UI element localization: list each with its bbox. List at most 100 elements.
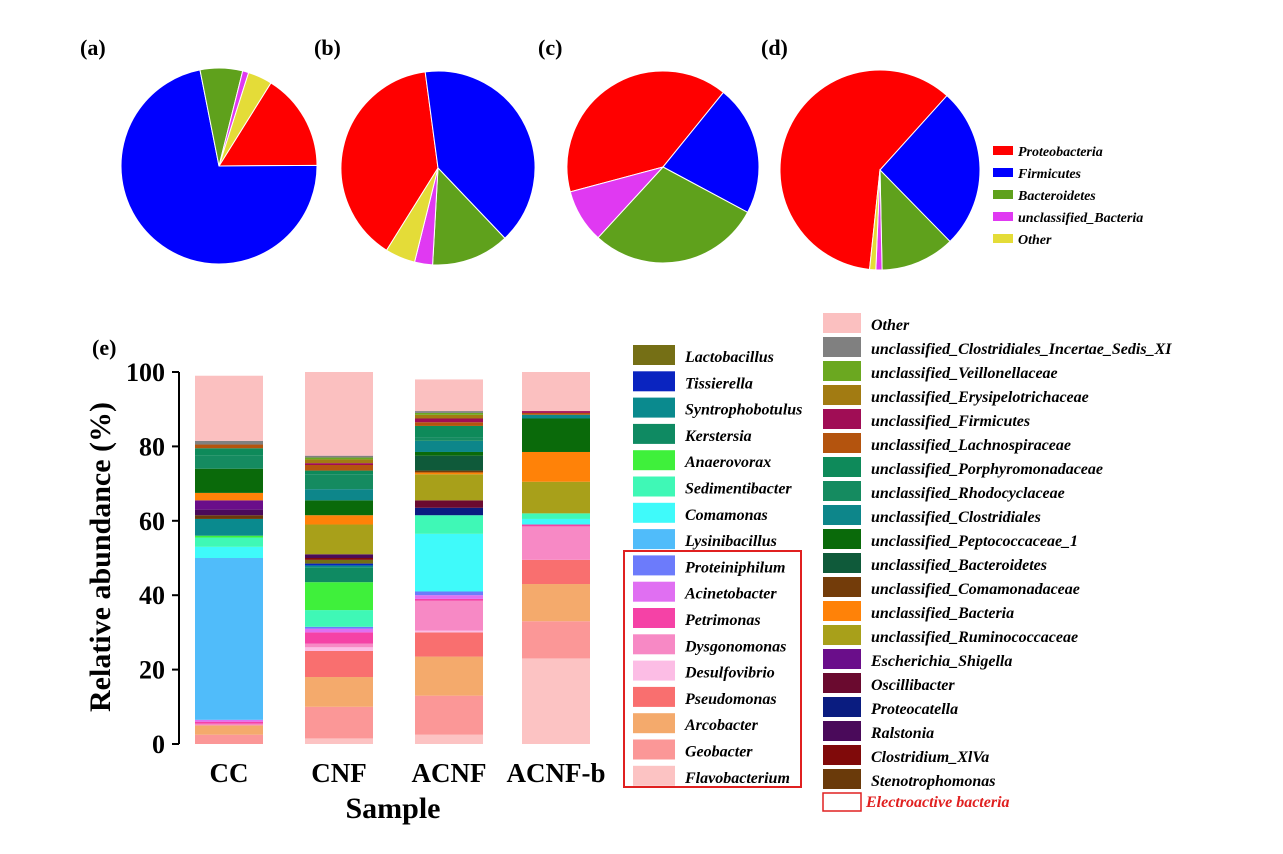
bar-legend-label: Pseudomonas bbox=[684, 691, 777, 708]
pie-chart-a bbox=[120, 67, 318, 265]
bar-legend-swatch bbox=[823, 721, 861, 741]
bar-segment-pseudomonas bbox=[522, 559, 590, 585]
pie-slice-firmicutes bbox=[120, 69, 318, 265]
bar-segment-lactobacillus bbox=[305, 559, 373, 564]
bar-stack-acnf bbox=[415, 379, 483, 744]
bar-legend-swatch bbox=[633, 371, 675, 392]
pie-slice-bacteroidetes bbox=[597, 166, 749, 264]
bar-segment-unclassified-bacteria bbox=[195, 492, 263, 501]
electroactive-legend-label: Electroactive bacteria bbox=[865, 794, 1010, 811]
bar-legend-swatch bbox=[633, 555, 675, 576]
bar-legend-swatch bbox=[633, 423, 675, 444]
pie-legend-swatch bbox=[993, 234, 1013, 243]
panel-label-c: (c) bbox=[538, 35, 562, 60]
pie-slice-unclassified-bacteria bbox=[569, 166, 665, 239]
bar-segment-desulfovibrio bbox=[305, 647, 373, 651]
bar-segment-acinetobacter bbox=[415, 595, 483, 599]
pie-chart-c bbox=[566, 70, 760, 264]
bar-segment-comamonas bbox=[522, 518, 590, 525]
bar-segment-other bbox=[522, 372, 590, 412]
bar-legend-label: Proteocatella bbox=[870, 701, 958, 718]
bar-stack-acnf-b bbox=[522, 372, 590, 744]
bar-segment-arcobacter bbox=[522, 584, 590, 622]
bar-legend-swatch bbox=[823, 361, 861, 381]
bar-segment-dysgonomonas bbox=[415, 600, 483, 631]
bar-segment-tissierella bbox=[305, 563, 373, 566]
bar-legend-swatch bbox=[633, 529, 675, 550]
bar-legend-label: unclassified_Ruminococcaceae bbox=[871, 629, 1078, 646]
bar-legend-label: unclassified_Firmicutes bbox=[871, 413, 1030, 430]
bar-segment-unclassified-clostridiales-incertae-sedis-xi bbox=[305, 455, 373, 458]
bar-segment-unclassified-bacteroidetes bbox=[415, 455, 483, 471]
bar-segment-unclassified-ruminococcaceae bbox=[305, 524, 373, 555]
bar-segment-petrimonas bbox=[305, 632, 373, 644]
bar-legend-label: unclassified_Porphyromonadaceae bbox=[871, 461, 1103, 478]
pie-legend-swatch bbox=[993, 168, 1013, 177]
bar-segment-sedimentibacter bbox=[305, 610, 373, 627]
panel-label-a: (a) bbox=[80, 35, 106, 60]
bar-legend-swatch bbox=[823, 337, 861, 357]
bar-legend-label: Clostridium_XlVa bbox=[871, 749, 989, 766]
pie-slice-firmicutes bbox=[879, 94, 981, 243]
bar-legend-swatch bbox=[633, 713, 675, 734]
bar-segment-petrimonas bbox=[415, 598, 483, 601]
bar-segment-ralstonia bbox=[305, 554, 373, 558]
x-tick-label: ACNF bbox=[412, 758, 487, 788]
pie-slice-other bbox=[218, 71, 272, 167]
pie-legend-swatch bbox=[993, 146, 1013, 155]
x-tick-label: ACNF-b bbox=[507, 758, 606, 788]
bar-legend-label: unclassified_Peptococcaceae_1 bbox=[871, 533, 1078, 550]
bar-segment-stenotrophomonas bbox=[195, 515, 263, 519]
bar-segment-proteiniphilum bbox=[305, 626, 373, 629]
bar-segment-unclassified-rhodocyclaceae bbox=[195, 455, 263, 469]
bar-segment-comamonas bbox=[195, 546, 263, 558]
bar-segment-escherichia-shigella bbox=[195, 500, 263, 510]
bar-segment-sedimentibacter bbox=[415, 515, 483, 534]
bar-segment-unclassified-erysipelotrichaceae bbox=[415, 414, 483, 419]
bar-segment-geobacter bbox=[305, 706, 373, 739]
pie-slice-proteobacteria bbox=[340, 71, 439, 251]
bar-segment-proteocatella bbox=[415, 507, 483, 516]
bar-legend-swatch bbox=[823, 649, 861, 669]
bar-legend-label: Flavobacterium bbox=[684, 770, 790, 787]
pie-chart-d bbox=[779, 69, 981, 271]
bar-segment-sedimentibacter bbox=[195, 537, 263, 547]
bar-segment-flavobacterium bbox=[415, 734, 483, 744]
bar-legend-swatch bbox=[823, 529, 861, 549]
bar-legend-swatch bbox=[633, 450, 675, 471]
bar-legend-label: Other bbox=[871, 317, 910, 334]
bar-legend-label: Kerstersia bbox=[684, 428, 752, 445]
bar-legend-label: unclassified_Erysipelotrichaceae bbox=[871, 389, 1089, 406]
bar-segment-flavobacterium bbox=[522, 658, 590, 744]
bar-segment-unclassified-rhodocyclaceae bbox=[305, 474, 373, 490]
pie-slice-proteobacteria bbox=[779, 69, 948, 271]
bar-legend-label: Oscillibacter bbox=[871, 677, 955, 694]
bar-legend-swatch bbox=[633, 634, 675, 655]
bar-stack-cc bbox=[195, 375, 263, 744]
bar-axes: 0 20 40 60 80 100 CC CNF ACNF ACNF-b bbox=[126, 358, 606, 788]
bar-legend-label: unclassified_Lachnospiraceae bbox=[871, 437, 1071, 454]
bar-segment-unclassified-clostridiales bbox=[305, 489, 373, 501]
bar-segment-acinetobacter bbox=[195, 719, 263, 722]
bar-segment-other bbox=[195, 375, 263, 441]
pie-legend-label: Proteobacteria bbox=[1018, 145, 1103, 160]
bar-legend-label: unclassified_Bacteria bbox=[871, 605, 1014, 622]
panel-label-b: (b) bbox=[314, 35, 341, 60]
y-tick-label: 100 bbox=[126, 358, 165, 387]
bar-segment-unclassified-clostridiales bbox=[415, 440, 483, 452]
bar-segment-unclassified-clostridiales-incertae-sedis-xi bbox=[195, 440, 263, 445]
bar-segment-arcobacter bbox=[195, 725, 263, 735]
pie-slice-other bbox=[869, 169, 881, 271]
bar-legend-swatch bbox=[823, 577, 861, 597]
bar-segment-unclassified-porphyromonadaceae bbox=[415, 425, 483, 438]
bar-stack-cnf bbox=[305, 372, 373, 744]
pie-slice-other bbox=[385, 167, 439, 263]
bar-legend-swatch bbox=[823, 385, 861, 405]
bar-segment-desulfovibrio bbox=[415, 630, 483, 633]
bar-segment-unclassified-bacteria bbox=[522, 451, 590, 482]
bar-segment-oscillibacter bbox=[415, 500, 483, 508]
bar-legend-label: Ralstonia bbox=[870, 725, 934, 742]
bar-legend-swatch bbox=[823, 625, 861, 645]
bar-segment-unclassified-firmicutes bbox=[415, 418, 483, 423]
